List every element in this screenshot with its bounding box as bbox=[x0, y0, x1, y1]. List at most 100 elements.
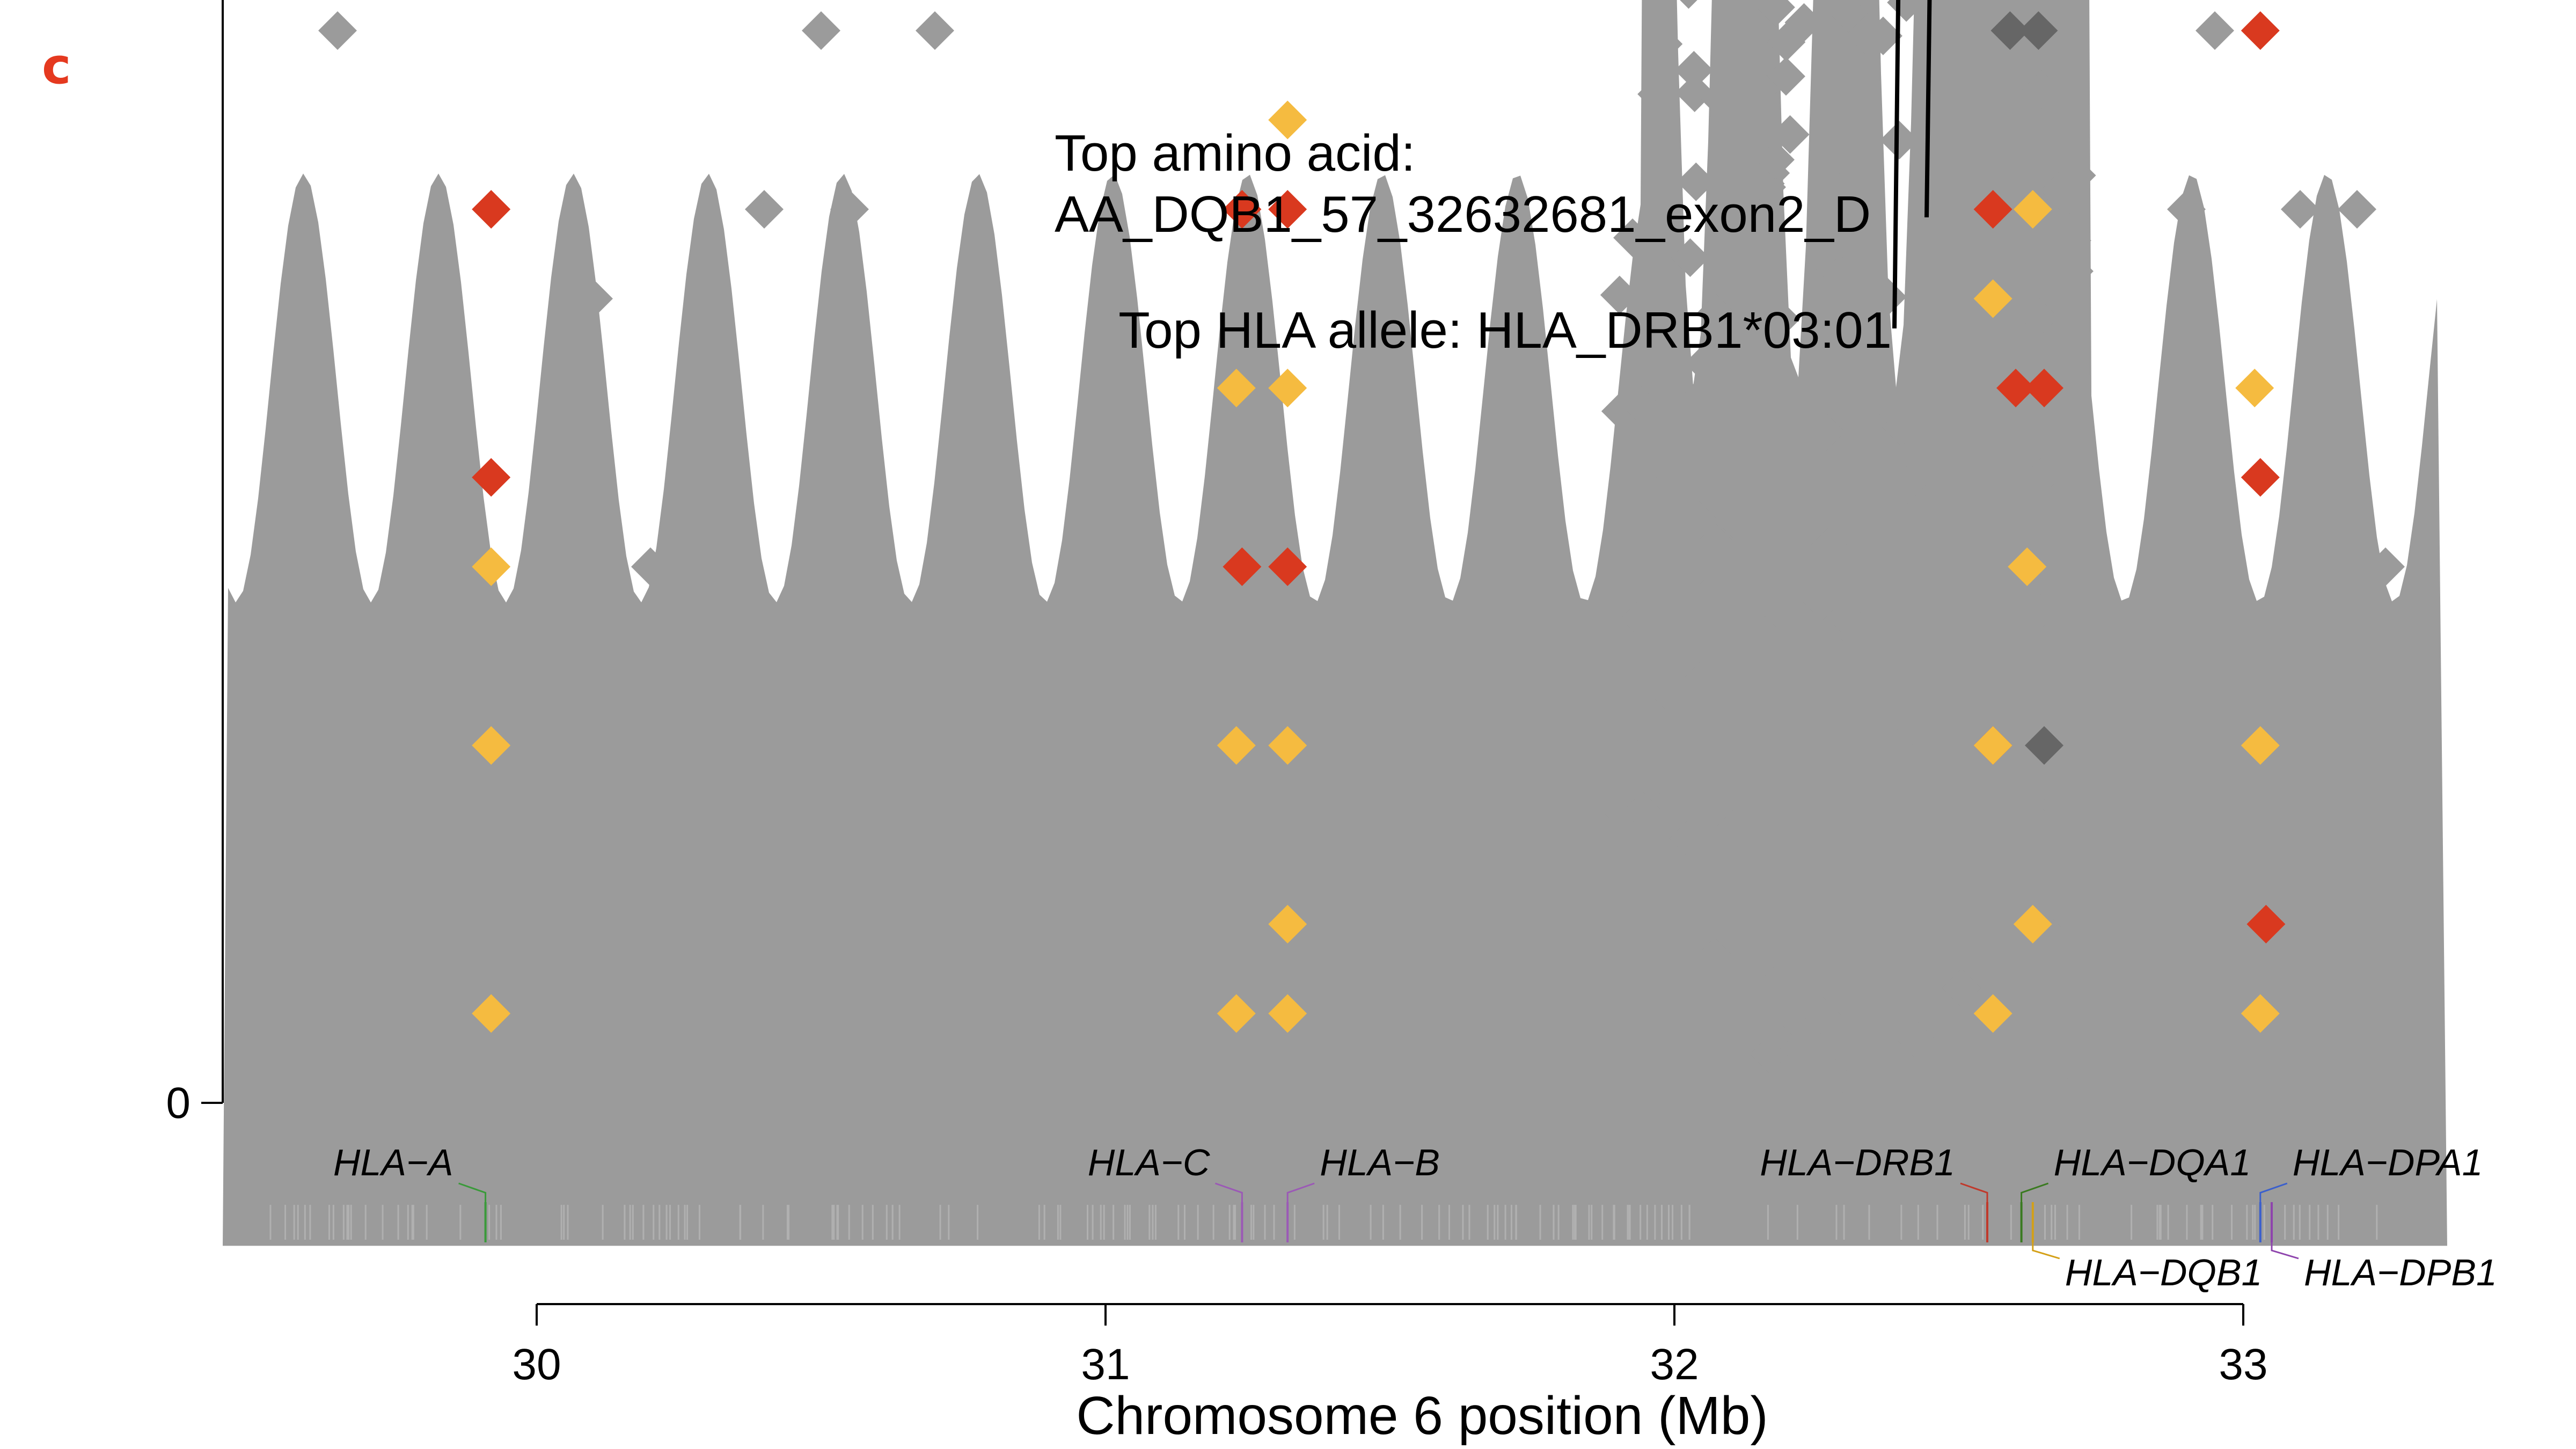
series-other bbox=[233, 11, 2433, 765]
variant-point bbox=[1657, 1068, 1696, 1107]
variant-point-dark bbox=[2025, 726, 2063, 765]
series-amino_acid bbox=[472, 11, 2286, 943]
variant-point bbox=[1799, 836, 1838, 875]
variant-point bbox=[1879, 121, 1919, 160]
gene-label-connector bbox=[1286, 1182, 1315, 1202]
series-dark bbox=[1990, 11, 2063, 765]
gene-label-connector bbox=[2259, 1182, 2288, 1202]
variant-point bbox=[2366, 547, 2405, 586]
background-variant-band bbox=[223, 0, 2447, 1246]
variant-point bbox=[2167, 190, 2206, 229]
hla-gene-label: HLA−DPB1 bbox=[2304, 1252, 2497, 1293]
variant-point bbox=[1745, 273, 1784, 312]
variant-point bbox=[2309, 369, 2348, 407]
hla-allele-point bbox=[1268, 100, 1307, 140]
hla-allele-point bbox=[2013, 190, 2052, 229]
variant-point bbox=[1710, 832, 1750, 871]
hla-allele-point bbox=[2013, 905, 2052, 943]
x-tick-label: 30 bbox=[512, 1340, 561, 1389]
variant-point bbox=[1942, 969, 1981, 1008]
variant-point bbox=[1694, 791, 1733, 830]
variant-point bbox=[2038, 785, 2077, 824]
variant-point bbox=[2048, 606, 2088, 645]
y-tick-label: 0 bbox=[166, 1079, 191, 1128]
hla-allele-point bbox=[1268, 369, 1307, 407]
hla-gene-label: HLA−DQB1 bbox=[2065, 1252, 2263, 1293]
variant-point bbox=[1620, 599, 1659, 638]
variant-point bbox=[802, 11, 840, 50]
variant-point bbox=[916, 11, 954, 50]
variant-point-dark bbox=[1990, 11, 2030, 50]
variant-point bbox=[1651, 901, 1690, 940]
variant-point bbox=[1799, 626, 1838, 665]
variant-point bbox=[830, 190, 869, 229]
variant-point bbox=[1696, 294, 1736, 333]
variant-point bbox=[1832, 40, 1871, 79]
variant-point bbox=[1637, 75, 1677, 114]
variant-point bbox=[1887, 466, 1926, 505]
variant-point bbox=[2056, 672, 2095, 711]
gene-track bbox=[269, 1205, 2378, 1240]
variant-point bbox=[1671, 238, 1710, 277]
top-amino-acid-title: Top amino acid: bbox=[1055, 125, 1415, 182]
panel-label: c bbox=[42, 38, 71, 95]
gene-label-connector bbox=[1214, 1182, 1243, 1202]
amino-acid-point bbox=[2246, 905, 2286, 943]
x-tick-label: 31 bbox=[1081, 1340, 1130, 1389]
hla-allele-point bbox=[1217, 994, 1256, 1033]
variant-point bbox=[1834, 606, 1874, 645]
hla-allele-point bbox=[1973, 726, 2012, 765]
variant-point bbox=[1695, 937, 1734, 976]
variant-point bbox=[1882, 407, 1921, 447]
amino-acid-point bbox=[2025, 369, 2063, 407]
variant-point bbox=[1708, 263, 1747, 302]
variant-point bbox=[1859, 728, 1898, 767]
variant-point bbox=[1685, 373, 1724, 412]
amino-acid-point bbox=[1268, 190, 1307, 229]
gene-label-connector bbox=[2271, 1242, 2299, 1260]
hla-allele-point bbox=[2008, 547, 2047, 586]
variant-point bbox=[2046, 632, 2085, 671]
variant-point bbox=[688, 369, 727, 407]
variant-point bbox=[1696, 523, 1735, 562]
variant-point bbox=[1613, 218, 1652, 257]
amino-acid-point bbox=[1268, 547, 1307, 586]
hla-allele-point bbox=[472, 726, 511, 765]
variant-point bbox=[1803, 582, 1842, 621]
variant-point bbox=[574, 279, 613, 318]
variant-point bbox=[1803, 996, 1842, 1035]
variant-point bbox=[2395, 726, 2433, 765]
variant-point bbox=[1731, 2, 1770, 41]
variant-point bbox=[2019, 298, 2059, 337]
hla-allele-point bbox=[1217, 726, 1256, 765]
variant-point bbox=[1615, 737, 1655, 777]
gene-label-connector bbox=[458, 1182, 487, 1202]
variant-point bbox=[1930, 519, 1969, 559]
variant-point bbox=[1600, 275, 1639, 314]
variant-point bbox=[1894, 1018, 1934, 1057]
variant-point bbox=[2196, 11, 2234, 50]
variant-point bbox=[1664, 993, 1703, 1033]
variant-point bbox=[1669, 819, 1708, 858]
variant-point bbox=[1833, 1064, 1872, 1103]
variant-point bbox=[1733, 849, 1773, 888]
variant-point bbox=[1733, 225, 1772, 264]
variant-point bbox=[1735, 160, 1774, 199]
variant-point bbox=[1684, 343, 1723, 383]
variant-point bbox=[1828, 143, 1867, 182]
variant-point bbox=[1620, 385, 1659, 424]
variant-point bbox=[1795, 900, 1834, 939]
variant-point bbox=[1681, 661, 1720, 700]
variant-point bbox=[1802, 342, 1841, 381]
hla-allele-point bbox=[2241, 726, 2280, 765]
variant-point bbox=[1942, 0, 1945, 2]
hla-allele-point bbox=[2235, 369, 2274, 407]
amino-acid-point bbox=[1223, 547, 1262, 586]
variant-point bbox=[1704, 887, 1743, 926]
hla-gene-label: HLA−C bbox=[1088, 1141, 1210, 1183]
amino-acid-point bbox=[472, 458, 511, 497]
amino-acid-point bbox=[1973, 190, 2012, 229]
gene-label-connector bbox=[1960, 1182, 1988, 1202]
variant-point bbox=[2054, 998, 2094, 1037]
variant-point bbox=[1815, 222, 1854, 261]
